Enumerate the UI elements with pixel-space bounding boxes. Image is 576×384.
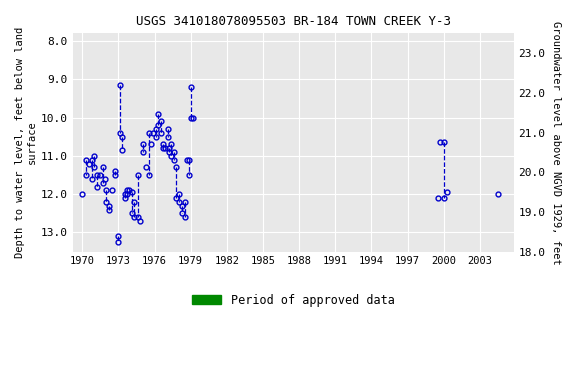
Bar	[494, 252, 510, 259]
Title: USGS 341018078095503 BR-184 TOWN CREEK Y-3: USGS 341018078095503 BR-184 TOWN CREEK Y…	[135, 15, 450, 28]
Bar	[444, 252, 450, 259]
Bar	[82, 252, 197, 259]
Y-axis label: Depth to water level, feet below land
surface: Depth to water level, feet below land su…	[15, 27, 37, 258]
Legend: Period of approved data: Period of approved data	[187, 289, 399, 311]
Bar	[435, 252, 442, 259]
Y-axis label: Groundwater level above NGVD 1929, feet: Groundwater level above NGVD 1929, feet	[551, 21, 561, 264]
